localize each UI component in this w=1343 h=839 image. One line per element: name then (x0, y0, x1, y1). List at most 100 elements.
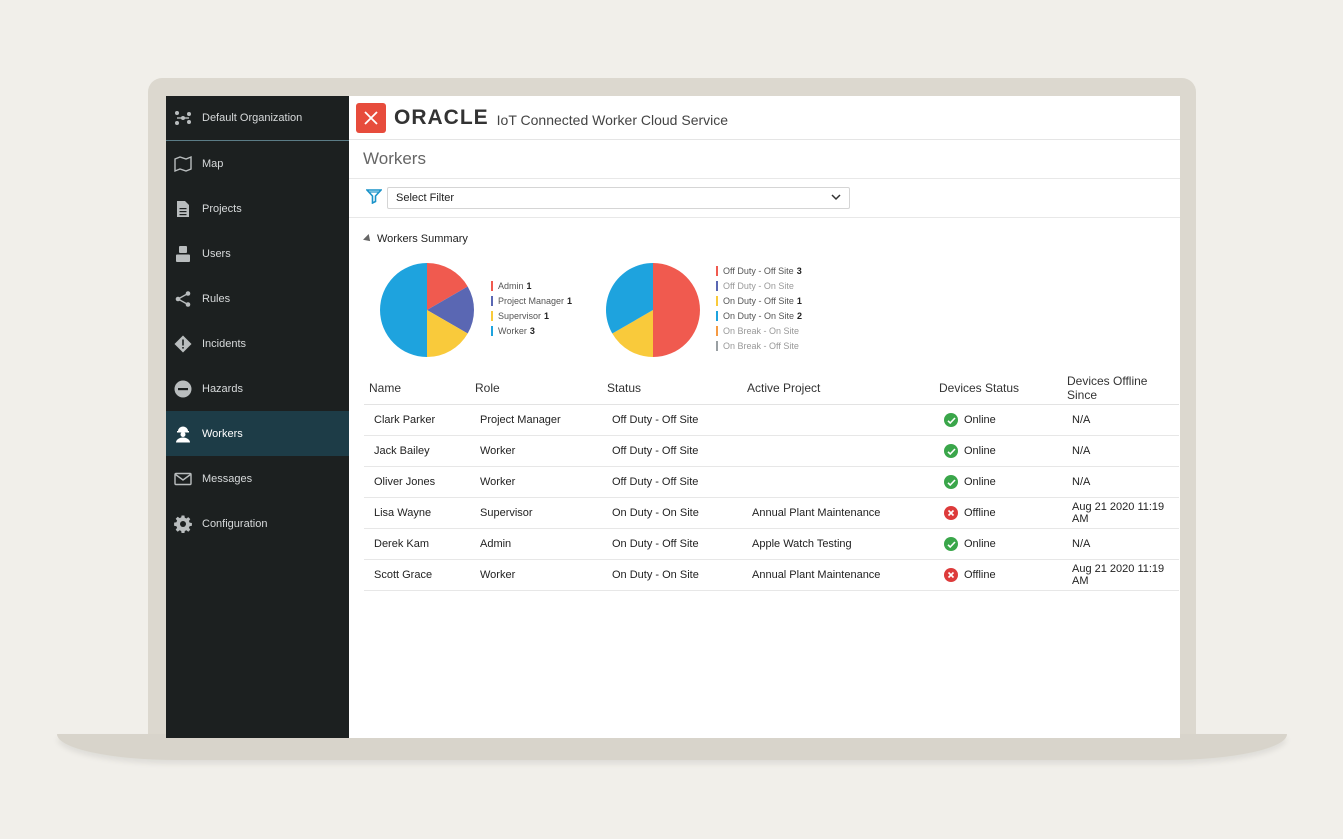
legend-item[interactable]: Worker 3 (491, 323, 572, 338)
sidebar-item-label: Workers (202, 427, 243, 440)
legend-swatch (716, 340, 718, 351)
app-subtitle: IoT Connected Worker Cloud Service (496, 111, 729, 128)
legend-value: 1 (796, 295, 802, 306)
device-status-cell: Offline (934, 497, 1062, 529)
role-cell: Worker (470, 559, 602, 591)
filter-select-value: Select Filter (396, 192, 455, 204)
offline-since-cell: N/A (1062, 466, 1179, 498)
legend-label: On Duty - Off Site (723, 295, 794, 306)
collapse-triangle-icon (363, 234, 373, 244)
workers-summary-header[interactable]: Workers Summary (363, 233, 468, 245)
legend-label: On Duty - On Site (723, 310, 795, 321)
gear-icon (174, 515, 192, 533)
sidebar-item-hazards[interactable]: Hazards (166, 366, 349, 411)
sidebar-item-incidents[interactable]: Incidents (166, 321, 349, 366)
roles-slice-supervisor[interactable] (427, 310, 468, 357)
status-cell: On Duty - Off Site (602, 528, 742, 560)
legend-item[interactable]: On Duty - Off Site 1 (716, 293, 802, 308)
sidebar-item-users[interactable]: Users (166, 231, 349, 276)
legend-value: 1 (567, 295, 573, 306)
filter-select[interactable]: Select Filter (387, 187, 850, 209)
status-slice-on-duty-on-site[interactable] (606, 263, 653, 334)
column-header-name[interactable]: Name (364, 372, 470, 405)
status-cell: Off Duty - Off Site (602, 404, 742, 436)
table-row[interactable]: Scott Grace Worker On Duty - On Site Annual… (364, 559, 1179, 591)
column-header-active-project[interactable]: Active Project (742, 372, 934, 405)
filter-funnel-icon[interactable] (365, 188, 383, 209)
offline-since-cell: N/A (1062, 528, 1179, 560)
device-status-text: Online (964, 538, 996, 550)
column-header-status[interactable]: Status (602, 372, 742, 405)
column-header-devices-offline-since[interactable]: Devices Offline Since (1062, 372, 1179, 405)
minus-circle-icon (174, 380, 192, 398)
warning-diamond-icon (174, 335, 192, 353)
legend-label: Off Duty - On Site (723, 280, 794, 291)
name-cell: Oliver Jones (364, 466, 470, 498)
role-cell: Supervisor (470, 497, 602, 529)
close-x-logo-icon[interactable] (356, 102, 386, 133)
sidebar-item-workers[interactable]: Workers (166, 411, 349, 456)
legend-item[interactable]: Admin 1 (491, 278, 572, 293)
device-status-cell: Online (934, 435, 1062, 467)
sidebar-item-label: Incidents (202, 337, 247, 350)
brand-header: ORACLE IoT Connected Worker Cloud Servic… (349, 96, 1180, 140)
table-row[interactable]: Clark Parker Project Manager Off Duty - Of… (364, 404, 1179, 436)
status-slice-on-duty-off-site[interactable] (612, 310, 653, 357)
legend-value: 3 (796, 265, 802, 276)
device-status-cell: Offline (934, 559, 1062, 591)
column-header-devices-status[interactable]: Devices Status (934, 372, 1062, 405)
legend-item[interactable]: On Break - Off Site (716, 338, 802, 353)
sidebar-org-selector[interactable]: Default Organization (166, 96, 349, 141)
x-circle-icon (944, 568, 958, 582)
offline-since-cell: N/A (1062, 404, 1179, 436)
name-cell: Clark Parker (364, 404, 470, 436)
legend-label: Off Duty - Off Site (723, 265, 794, 276)
sidebar-item-label: Configuration (202, 517, 268, 530)
legend-item[interactable]: Project Manager 1 (491, 293, 572, 308)
legend-label: Admin (498, 280, 524, 291)
roles-slice-worker[interactable] (380, 263, 427, 357)
page-title-bar: Workers (349, 140, 1180, 179)
legend-item[interactable]: Off Duty - On Site (716, 278, 802, 293)
table-row[interactable]: Oliver Jones Worker Off Duty - Off Site Onl… (364, 466, 1179, 498)
role-cell: Project Manager (470, 404, 602, 436)
device-status-cell: Online (934, 404, 1062, 436)
legend-value: 1 (544, 310, 550, 321)
status-pie-chart (606, 263, 700, 357)
role-cell: Admin (470, 528, 602, 560)
column-header-role[interactable]: Role (470, 372, 602, 405)
sidebar-item-projects[interactable]: Projects (166, 186, 349, 231)
table-row[interactable]: Derek Kam Admin On Duty - Off Site Apple Wa… (364, 528, 1179, 560)
check-circle-icon (944, 475, 958, 489)
check-circle-icon (944, 413, 958, 427)
device-status-cell: Online (934, 466, 1062, 498)
device-status-text: Online (964, 476, 996, 488)
worker-icon (174, 425, 192, 443)
legend-swatch (491, 325, 493, 336)
legend-item[interactable]: On Break - On Site (716, 323, 802, 338)
sidebar-item-map[interactable]: Map (166, 141, 349, 186)
roles-pie-chart (380, 263, 474, 357)
legend-item[interactable]: On Duty - On Site 2 (716, 308, 802, 323)
legend-item[interactable]: Supervisor 1 (491, 308, 572, 323)
roles-slice-admin[interactable] (427, 263, 468, 310)
table-row[interactable]: Lisa Wayne Supervisor On Duty - On Site Ann… (364, 497, 1179, 529)
sidebar: Default Organization Map Projects Users … (166, 96, 349, 738)
device-status-text: Online (964, 445, 996, 457)
status-slice-off-duty-off-site[interactable] (653, 263, 700, 357)
sidebar-item-rules[interactable]: Rules (166, 276, 349, 321)
offline-since-cell: N/A (1062, 435, 1179, 467)
sidebar-item-configuration[interactable]: Configuration (166, 501, 349, 546)
oracle-logo: ORACLE (394, 105, 489, 129)
legend-value: 1 (526, 280, 532, 291)
table-row[interactable]: Jack Bailey Worker Off Duty - Off Site Onli… (364, 435, 1179, 467)
sidebar-item-messages[interactable]: Messages (166, 456, 349, 501)
laptop-base (57, 734, 1287, 760)
status-cell: Off Duty - Off Site (602, 435, 742, 467)
legend-item[interactable]: Off Duty - Off Site 3 (716, 263, 802, 278)
chevron-down-icon (831, 192, 841, 204)
legend-label: On Break - On Site (723, 325, 800, 336)
offline-since-cell: Aug 21 2020 11:19 AM (1062, 497, 1179, 529)
envelope-icon (174, 470, 192, 488)
roles-slice-project-manager[interactable] (427, 286, 474, 334)
